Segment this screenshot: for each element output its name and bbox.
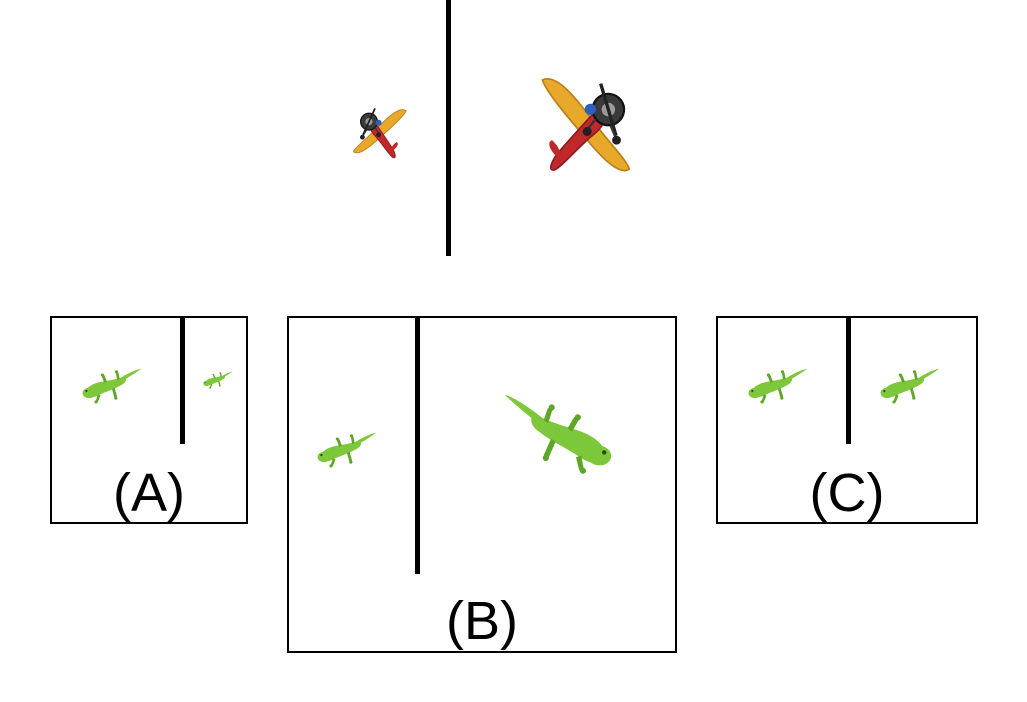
option-b-divider (415, 318, 420, 574)
option-a-left-lizard (82, 368, 142, 404)
option-a-panel[interactable]: (A) (50, 316, 248, 524)
option-a-divider (180, 318, 185, 444)
option-a-label: (A) (113, 463, 185, 523)
prompt-after-airplane (528, 73, 643, 183)
option-b-left-lizard (317, 432, 377, 468)
prompt-before-airplane (352, 107, 408, 159)
option-b-right-lizard (495, 394, 618, 478)
prompt-pair (0, 0, 1027, 260)
option-b-label: (B) (446, 591, 518, 651)
option-c-left-lizard (748, 368, 808, 404)
option-c-panel[interactable]: (C) (716, 316, 978, 524)
option-c-label: (C) (809, 463, 885, 523)
prompt-divider (446, 0, 451, 256)
option-a-right-lizard (203, 371, 233, 389)
option-c-divider (846, 318, 851, 444)
option-c-right-lizard (880, 368, 940, 404)
option-b-panel[interactable]: (B) (287, 316, 677, 653)
